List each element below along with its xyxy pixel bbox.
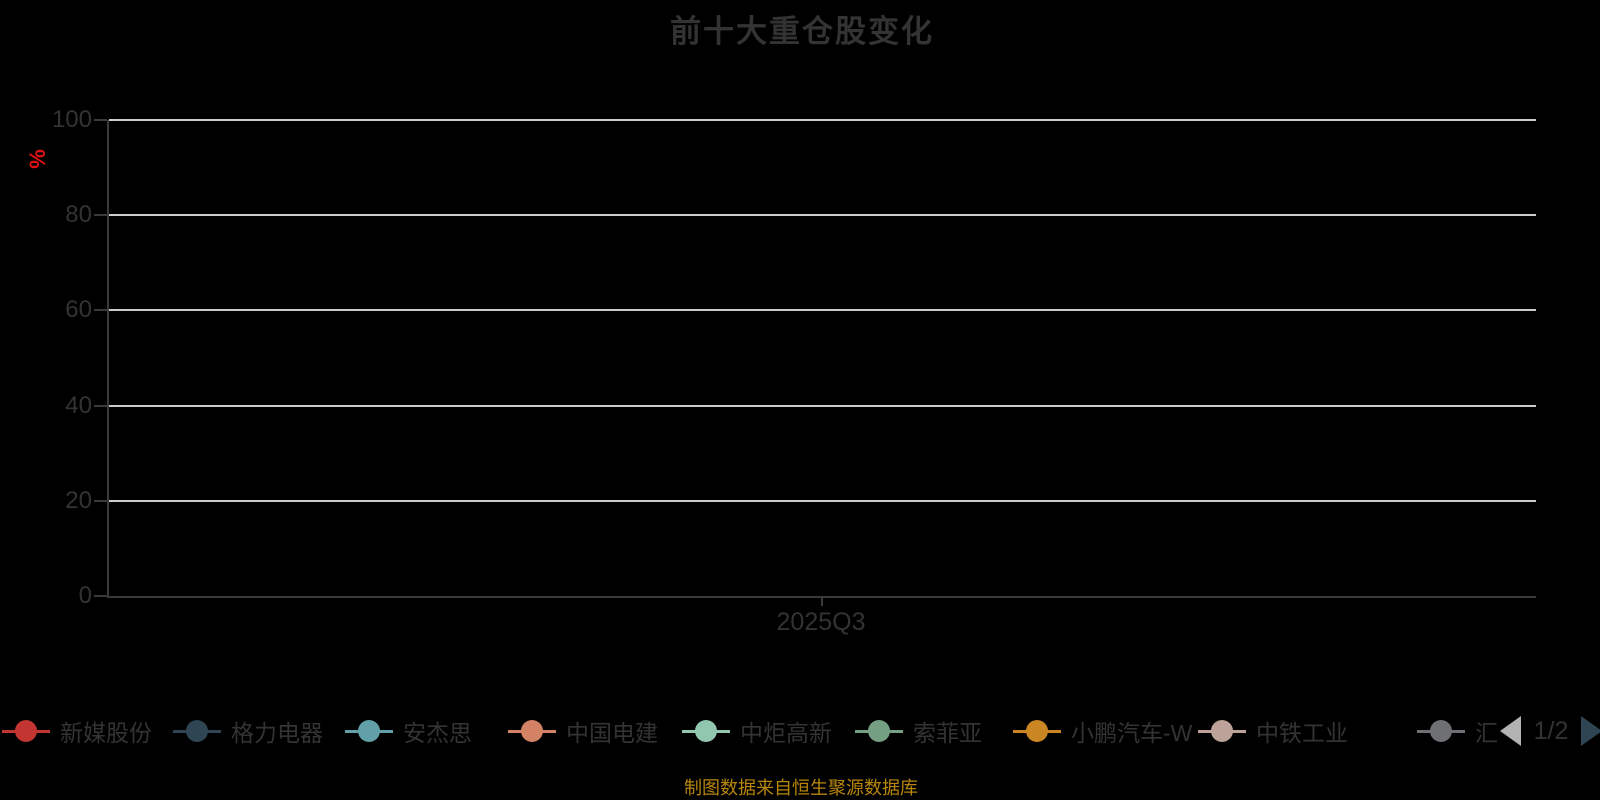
legend-marker-dot <box>695 720 717 742</box>
legend-marker-dot <box>358 720 380 742</box>
source-note: 制图数据来自恒生聚源数据库 <box>684 778 918 798</box>
gridline-y-80 <box>109 214 1536 217</box>
legend-item-安杰思[interactable]: 安杰思 <box>345 717 472 746</box>
legend-label: 索菲亚 <box>913 720 982 746</box>
y-axis-tick-0 <box>94 595 107 597</box>
legend-label: 中炬高新 <box>740 720 832 746</box>
y-axis-label-40: 40 <box>65 391 92 419</box>
line-series-marker-icon <box>1198 717 1246 745</box>
line-series-marker-icon <box>173 717 221 745</box>
line-series-marker-icon <box>682 717 730 745</box>
legend-pager-prev-icon[interactable] <box>1500 716 1521 746</box>
line-series-marker-icon <box>2 717 50 745</box>
legend-item-中炬高新[interactable]: 中炬高新 <box>682 717 832 746</box>
y-axis-tick-100 <box>94 119 107 121</box>
legend-marker-dot <box>868 720 890 742</box>
y-axis-label-80: 80 <box>65 201 92 229</box>
legend-marker-dot <box>1026 720 1048 742</box>
gridline-y-40 <box>109 404 1536 407</box>
y-axis-label-0: 0 <box>78 582 92 609</box>
x-axis-tick <box>821 598 823 606</box>
chart-title: 前十大重仓股变化 <box>670 14 934 49</box>
legend-pager-label: 1/2 <box>1533 717 1569 745</box>
line-series-marker-icon <box>1417 717 1465 745</box>
legend-item-索菲亚[interactable]: 索菲亚 <box>855 717 982 746</box>
y-axis-unit-label: % <box>24 149 50 169</box>
gridline-y-20 <box>109 499 1536 502</box>
legend-label: 汇 <box>1475 720 1498 746</box>
plot-area <box>94 119 1536 606</box>
legend-marker-dot <box>1430 720 1452 742</box>
legend-marker-dot <box>15 720 37 742</box>
legend-label: 中国电建 <box>566 720 658 746</box>
legend-marker-dot <box>521 720 543 742</box>
legend-pager-next-icon[interactable] <box>1581 716 1600 746</box>
line-series-marker-icon <box>345 717 393 745</box>
legend-label: 新媒股份 <box>60 720 152 746</box>
legend-marker-dot <box>1211 720 1233 742</box>
line-series-marker-icon <box>508 717 556 745</box>
legend-item-汇[interactable]: 汇 <box>1417 717 1498 746</box>
y-axis-tick-80 <box>94 214 107 217</box>
y-axis-tick-60 <box>94 309 107 312</box>
legend-item-小鹏汽车-W[interactable]: 小鹏汽车-W <box>1013 717 1193 746</box>
legend-item-新媒股份[interactable]: 新媒股份 <box>2 717 152 746</box>
legend-label: 中铁工业 <box>1256 720 1348 746</box>
legend-marker-dot <box>186 720 208 742</box>
y-axis-tick-20 <box>94 499 107 502</box>
legend-label: 格力电器 <box>231 720 323 746</box>
y-axis-label-20: 20 <box>65 486 92 514</box>
y-axis-label-100: 100 <box>51 106 92 133</box>
line-series-marker-icon <box>1013 717 1061 745</box>
gridline-y-60 <box>109 309 1536 312</box>
y-axis-label-60: 60 <box>65 296 92 324</box>
gridline-y-100 <box>109 119 1536 121</box>
legend-item-中国电建[interactable]: 中国电建 <box>508 717 658 746</box>
x-axis-label: 2025Q3 <box>776 608 866 636</box>
legend-label: 安杰思 <box>403 720 472 746</box>
legend-item-格力电器[interactable]: 格力电器 <box>173 717 323 746</box>
legend-item-中铁工业[interactable]: 中铁工业 <box>1198 717 1348 746</box>
legend-label: 小鹏汽车-W <box>1071 720 1193 746</box>
y-axis-tick-40 <box>94 404 107 407</box>
line-series-marker-icon <box>855 717 903 745</box>
